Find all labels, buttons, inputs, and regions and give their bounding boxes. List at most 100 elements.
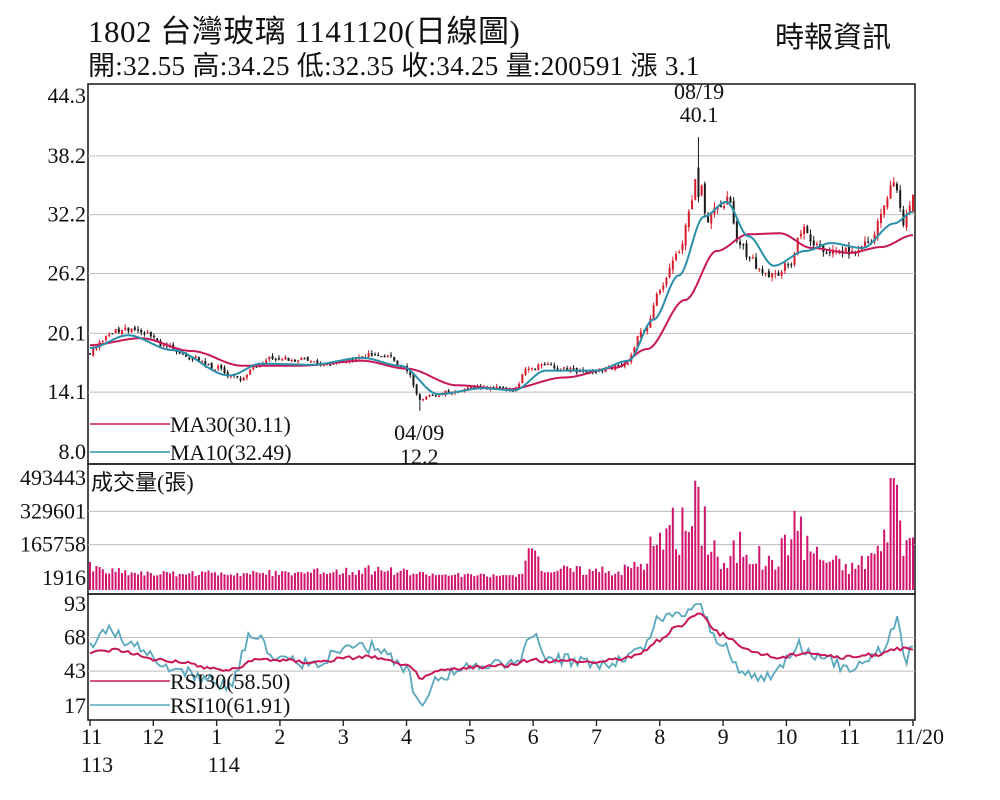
volume-bar: [281, 571, 284, 590]
volume-bar: [258, 573, 261, 590]
volume-bar: [546, 572, 549, 590]
x-tick-label: 7: [591, 724, 602, 749]
volume-bar: [117, 568, 120, 590]
volume-bar: [594, 568, 597, 590]
volume-bar: [406, 569, 409, 590]
volume-bar: [156, 575, 159, 590]
volume-bar: [745, 554, 748, 590]
candle-body: [550, 364, 553, 366]
volume-bar: [662, 549, 665, 590]
volume-bar: [438, 574, 441, 590]
candle-body: [412, 374, 415, 386]
candle-body: [92, 348, 95, 356]
volume-bar: [354, 574, 357, 590]
candle-body: [111, 333, 114, 335]
candle-body: [108, 334, 111, 336]
volume-bar: [492, 574, 495, 590]
volume-bar: [172, 571, 175, 590]
candle-body: [710, 214, 713, 224]
volume-bar: [233, 575, 236, 590]
chart-title: 1802 台灣玻璃 1141120(日線圖): [88, 14, 521, 49]
volume-bar: [153, 575, 156, 590]
volume-bar: [892, 478, 895, 590]
volume-bar: [319, 574, 322, 590]
volume-bar: [479, 573, 482, 590]
candle-body: [825, 252, 828, 254]
rsi-y-tick-label: 43: [64, 658, 86, 683]
volume-bar: [841, 570, 844, 590]
gridlines: [88, 155, 915, 672]
candle-body: [130, 328, 133, 332]
legends: MA30(30.11) MA10(32.49) 成交量(張) RSI30(58.50)…: [90, 412, 292, 718]
volume-bar: [803, 559, 806, 590]
volume-bar: [889, 478, 892, 590]
volume-bar: [108, 573, 111, 590]
volume-bar: [502, 575, 505, 590]
candle-body: [121, 329, 124, 334]
candle-body: [655, 293, 658, 306]
volume-bar: [322, 572, 325, 590]
candle-body: [572, 368, 575, 370]
volume-bar: [498, 575, 501, 590]
volume-bar: [742, 556, 745, 590]
volume-bar: [665, 528, 668, 590]
volume-bar: [165, 571, 168, 590]
candle-body: [617, 364, 620, 367]
candle-body: [105, 336, 108, 340]
candle-body: [831, 249, 834, 255]
volume-bar: [514, 576, 517, 590]
candle-body: [268, 356, 271, 360]
candle-body: [764, 272, 767, 275]
volume-bar: [610, 575, 613, 590]
candle-body: [188, 357, 191, 360]
volume-bar: [620, 575, 623, 590]
volume-bar: [217, 575, 220, 590]
candle-body: [774, 273, 777, 275]
volume-bar: [633, 561, 636, 590]
volume-bar: [140, 571, 143, 590]
volume-bar: [204, 572, 207, 590]
candle-body: [726, 196, 729, 205]
candle-body: [297, 360, 300, 362]
candle-body: [758, 268, 761, 270]
candle-body: [95, 347, 98, 350]
volume-bar: [678, 554, 681, 590]
candle-body: [594, 371, 597, 373]
volume-bar: [303, 573, 306, 590]
x-tick-label: 6: [528, 724, 539, 749]
volume-bar: [899, 520, 902, 590]
volume-bar: [649, 536, 652, 590]
candle-body: [322, 364, 325, 367]
volume-bar: [863, 568, 866, 590]
volume-bar: [687, 532, 690, 590]
candle-body: [402, 366, 405, 369]
candle-body: [585, 371, 588, 373]
candle-body: [867, 241, 870, 243]
candle-body: [133, 327, 136, 330]
candle-body: [899, 190, 902, 208]
volume-bar: [659, 532, 662, 590]
volume-bar: [351, 572, 354, 590]
candle-body: [377, 354, 380, 357]
volume-bar: [707, 554, 710, 590]
volume-bar: [223, 574, 226, 590]
volume-bar: [655, 544, 658, 590]
volume-bar: [774, 569, 777, 590]
volume-bar: [566, 566, 569, 590]
candle-body: [787, 264, 790, 266]
candle-body: [761, 269, 764, 274]
volume-bar: [537, 556, 540, 590]
volume-y-tick-label: 329601: [20, 498, 86, 523]
volume-bar: [854, 568, 857, 590]
candle-body: [812, 240, 815, 246]
volume-bar: [751, 564, 754, 590]
volume-bar: [691, 526, 694, 590]
volume-bar: [895, 484, 898, 590]
volume-bar: [89, 562, 91, 590]
volume-bar: [325, 574, 328, 590]
candle-body: [659, 290, 662, 294]
candle-body: [434, 395, 437, 397]
candle-body: [745, 243, 748, 258]
volume-bar: [271, 576, 274, 590]
